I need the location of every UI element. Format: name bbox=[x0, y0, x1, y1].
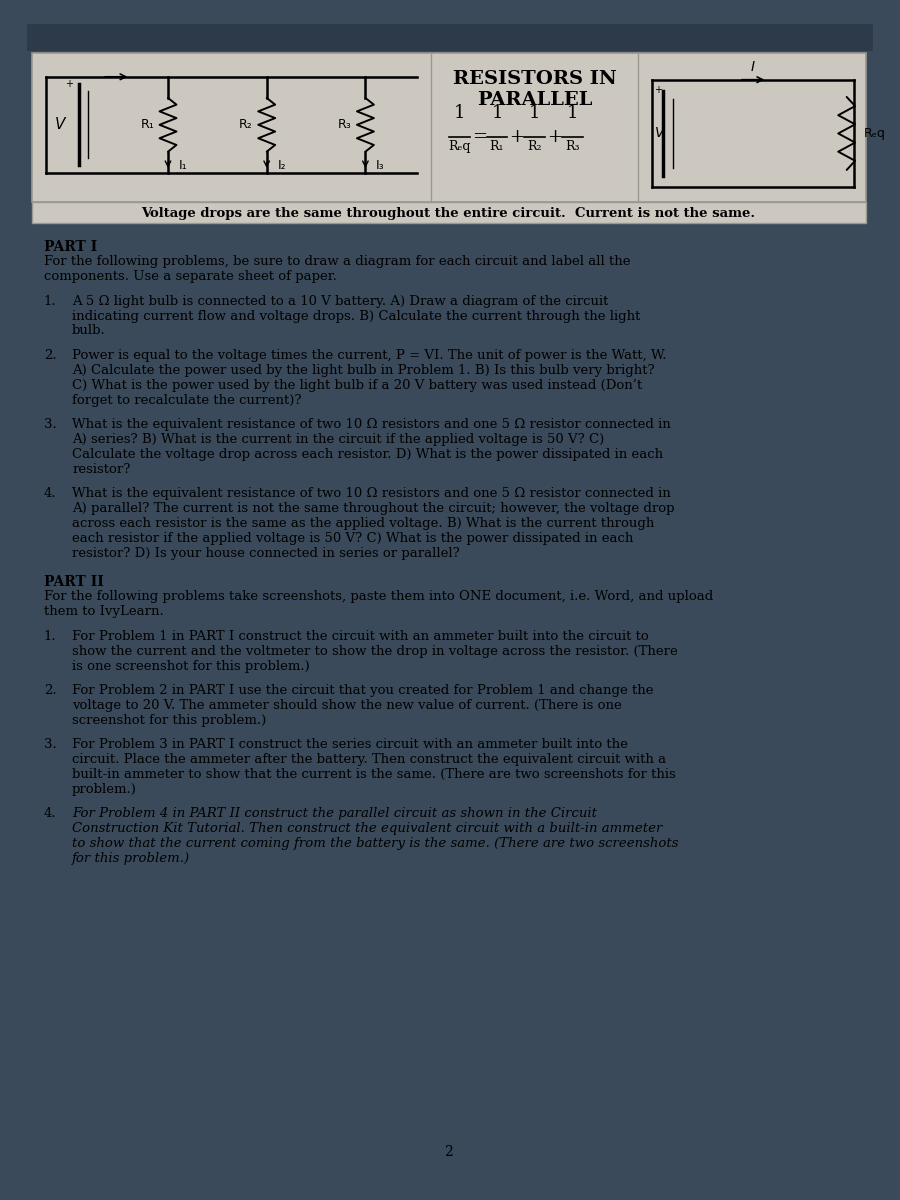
Text: For Problem 1 in PART I construct the circuit with an ammeter built into the cir: For Problem 1 in PART I construct the ci… bbox=[72, 630, 649, 643]
Text: PART II: PART II bbox=[44, 575, 104, 589]
Text: A 5 Ω light bulb is connected to a 10 V battery. A) Draw a diagram of the circui: A 5 Ω light bulb is connected to a 10 V … bbox=[72, 295, 608, 307]
Text: 2.: 2. bbox=[44, 684, 57, 697]
Text: 4.: 4. bbox=[44, 808, 57, 821]
Text: RESISTORS IN: RESISTORS IN bbox=[453, 70, 616, 88]
Text: A) Calculate the power used by the light bulb in Problem 1. B) Is this bulb very: A) Calculate the power used by the light… bbox=[72, 364, 654, 377]
Text: 1: 1 bbox=[566, 104, 578, 122]
Text: each resistor if the applied voltage is 50 V? C) What is the power dissipated in: each resistor if the applied voltage is … bbox=[72, 532, 634, 545]
Text: circuit. Place the ammeter after the battery. Then construct the equivalent circ: circuit. Place the ammeter after the bat… bbox=[72, 754, 666, 766]
Text: show the current and the voltmeter to show the drop in voltage across the resist: show the current and the voltmeter to sh… bbox=[72, 644, 678, 658]
Text: for this problem.): for this problem.) bbox=[72, 852, 190, 865]
Text: A) parallel? The current is not the same throughout the circuit; however, the vo: A) parallel? The current is not the same… bbox=[72, 502, 675, 515]
Text: indicating current flow and voltage drops. B) Calculate the current through the : indicating current flow and voltage drop… bbox=[72, 310, 641, 323]
Text: problem.): problem.) bbox=[72, 782, 137, 796]
Text: C) What is the power used by the light bulb if a 20 V battery was used instead (: C) What is the power used by the light b… bbox=[72, 379, 643, 391]
Text: 1: 1 bbox=[529, 104, 540, 122]
Text: Calculate the voltage drop across each resistor. D) What is the power dissipated: Calculate the voltage drop across each r… bbox=[72, 448, 663, 461]
Text: Page: Page bbox=[807, 35, 838, 48]
Text: Rₑq: Rₑq bbox=[448, 140, 471, 154]
Text: Rₑq: Rₑq bbox=[864, 127, 886, 140]
Text: PART I: PART I bbox=[44, 240, 97, 254]
Text: I: I bbox=[752, 60, 755, 74]
Text: resistor?: resistor? bbox=[72, 463, 130, 475]
Text: For Problem 2 in PART I use the circuit that you created for Problem 1 and chang: For Problem 2 in PART I use the circuit … bbox=[72, 684, 653, 697]
Text: What is the equivalent resistance of two 10 Ω resistors and one 5 Ω resistor con: What is the equivalent resistance of two… bbox=[72, 418, 670, 431]
Text: R₂: R₂ bbox=[527, 140, 542, 154]
Text: voltage to 20 V. The ammeter should show the new value of current. (There is one: voltage to 20 V. The ammeter should show… bbox=[72, 698, 622, 712]
Text: +: + bbox=[66, 79, 73, 89]
Text: R₁: R₁ bbox=[490, 140, 504, 154]
Text: built-in ammeter to show that the current is the same. (There are two screenshot: built-in ammeter to show that the curren… bbox=[72, 768, 676, 781]
Text: I₁: I₁ bbox=[179, 158, 187, 172]
Text: A) series? B) What is the current in the circuit if the applied voltage is 50 V?: A) series? B) What is the current in the… bbox=[72, 433, 605, 446]
Text: I₂: I₂ bbox=[277, 158, 286, 172]
FancyBboxPatch shape bbox=[32, 202, 867, 223]
Text: components. Use a separate sheet of paper.: components. Use a separate sheet of pape… bbox=[44, 270, 337, 283]
Text: 1.: 1. bbox=[44, 630, 57, 643]
Text: R₁: R₁ bbox=[140, 119, 154, 131]
Text: I₃: I₃ bbox=[376, 158, 385, 172]
Text: 3.: 3. bbox=[44, 738, 57, 751]
Text: 2: 2 bbox=[444, 1145, 453, 1159]
Text: 1: 1 bbox=[491, 104, 503, 122]
Text: <: < bbox=[856, 35, 867, 48]
Text: =: = bbox=[472, 128, 487, 146]
Text: +: + bbox=[653, 85, 662, 96]
Text: resistor? D) Is your house connected in series or parallel?: resistor? D) Is your house connected in … bbox=[72, 547, 460, 559]
Text: V: V bbox=[655, 126, 664, 140]
Text: For Problem 4 in PART II construct the parallel circuit as shown in the Circuit: For Problem 4 in PART II construct the p… bbox=[72, 808, 597, 821]
Text: Voltage drops are the same throughout the entire circuit.  Current is not the sa: Voltage drops are the same throughout th… bbox=[141, 206, 755, 220]
Text: 4.: 4. bbox=[44, 487, 57, 500]
Text: For the following problems take screenshots, paste them into ONE document, i.e. : For the following problems take screensh… bbox=[44, 590, 713, 604]
Text: +: + bbox=[509, 128, 524, 146]
Text: to show that the current coming from the battery is the same. (There are two scr: to show that the current coming from the… bbox=[72, 838, 679, 850]
Text: R₃: R₃ bbox=[565, 140, 580, 154]
Text: For the following problems, be sure to draw a diagram for each circuit and label: For the following problems, be sure to d… bbox=[44, 256, 630, 269]
FancyBboxPatch shape bbox=[32, 53, 867, 202]
Text: For Problem 3 in PART I construct the series circuit with an ammeter built into : For Problem 3 in PART I construct the se… bbox=[72, 738, 628, 751]
Text: forget to recalculate the current)?: forget to recalculate the current)? bbox=[72, 394, 302, 407]
Text: 1.: 1. bbox=[44, 295, 57, 307]
Text: 3.: 3. bbox=[44, 418, 57, 431]
Text: 1: 1 bbox=[454, 104, 465, 122]
Text: 2.: 2. bbox=[44, 349, 57, 362]
Text: bulb.: bulb. bbox=[72, 324, 106, 337]
Text: What is the equivalent resistance of two 10 Ω resistors and one 5 Ω resistor con: What is the equivalent resistance of two… bbox=[72, 487, 670, 500]
Text: across each resistor is the same as the applied voltage. B) What is the current : across each resistor is the same as the … bbox=[72, 517, 654, 530]
Text: V: V bbox=[55, 118, 65, 132]
Text: Power is equal to the voltage times the current, P = VI. The unit of power is th: Power is equal to the voltage times the … bbox=[72, 349, 667, 362]
Text: them to IvyLearn.: them to IvyLearn. bbox=[44, 605, 164, 618]
Text: Construction Kit Tutorial. Then construct the equivalent circuit with a built-in: Construction Kit Tutorial. Then construc… bbox=[72, 822, 662, 835]
Text: screenshot for this problem.): screenshot for this problem.) bbox=[72, 714, 266, 727]
Text: +: + bbox=[547, 128, 562, 146]
Text: R₃: R₃ bbox=[338, 119, 352, 131]
Text: R₂: R₂ bbox=[239, 119, 253, 131]
Text: is one screenshot for this problem.): is one screenshot for this problem.) bbox=[72, 660, 310, 672]
Text: PARALLEL: PARALLEL bbox=[477, 91, 592, 109]
FancyBboxPatch shape bbox=[27, 24, 873, 50]
